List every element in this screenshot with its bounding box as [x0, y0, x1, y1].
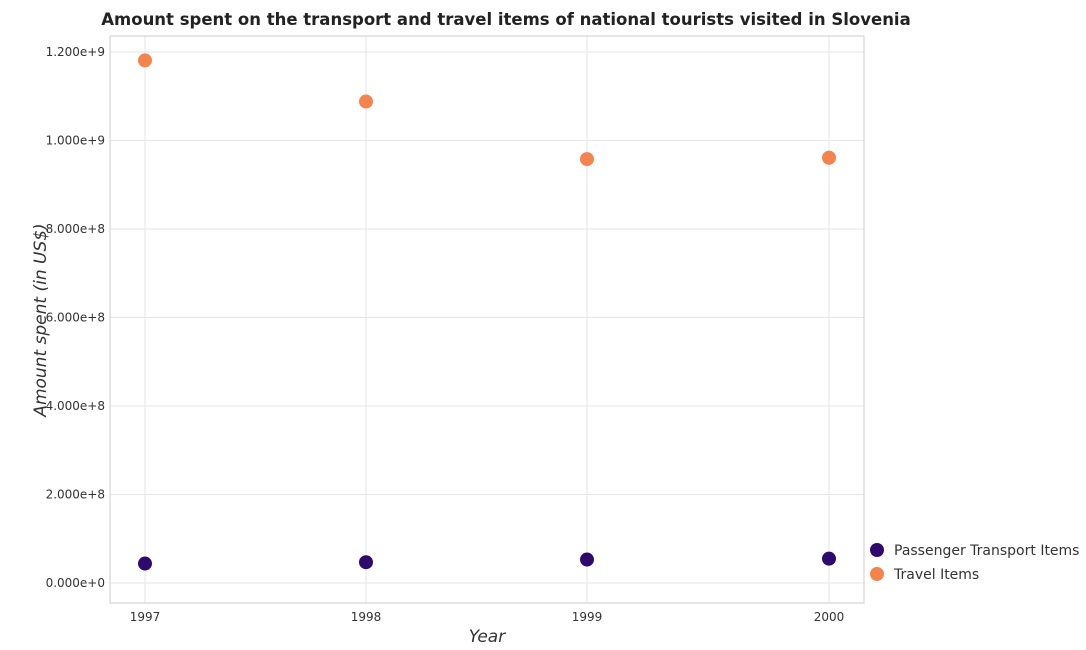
travel-items-point — [138, 53, 152, 68]
y-tick-label: 0.000e+0 — [46, 576, 105, 590]
chart-title: Amount spent on the transport and travel… — [101, 10, 910, 29]
x-tick-label: 1998 — [351, 610, 382, 624]
data-points — [138, 53, 836, 571]
passenger-transport-point — [580, 552, 594, 567]
x-tick-label: 1997 — [130, 610, 161, 624]
y-tick-label: 8.000e+8 — [46, 222, 105, 236]
y-tick-label: 6.000e+8 — [46, 311, 105, 325]
legend-entry-label: Passenger Transport Items — [894, 543, 1079, 559]
y-tick-label: 1.000e+9 — [46, 134, 105, 148]
plot-frame — [109, 35, 865, 604]
legend-marker — [870, 543, 884, 557]
passenger-transport-point — [138, 556, 152, 571]
y-tick-label: 1.200e+9 — [46, 45, 105, 59]
travel-items-point — [822, 150, 836, 165]
x-tick-label: 1999 — [572, 610, 603, 624]
legend-entry-label: Travel Items — [893, 567, 979, 583]
passenger-transport-point — [822, 551, 836, 566]
y-tick-label: 4.000e+8 — [46, 399, 105, 413]
x-axis-label: Year — [469, 627, 506, 647]
passenger-transport-point — [359, 555, 373, 570]
y-axis-label: Amount spent (in US$) — [31, 223, 51, 417]
legend-marker — [870, 567, 884, 581]
travel-items-point — [359, 94, 373, 109]
grid-lines — [110, 36, 864, 603]
y-tick-label: 2.000e+8 — [46, 488, 105, 502]
travel-items-point — [580, 152, 594, 167]
legend: Passenger Transport Items Travel Items — [870, 543, 1079, 583]
x-tick-label: 2000 — [814, 610, 845, 624]
axes: 0.000e+0 2.000e+8 4.000e+8 6.000e+8 8.000e+8… — [46, 45, 845, 624]
